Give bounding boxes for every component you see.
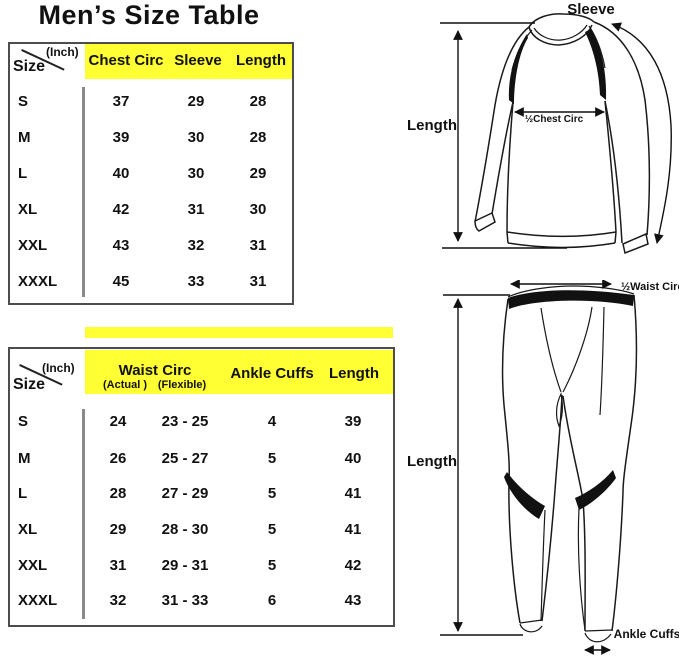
left-cuff	[474, 211, 496, 232]
shirt-table-divider	[82, 87, 85, 297]
length-cell: 41	[344, 485, 362, 502]
shirt-illustration	[440, 13, 672, 255]
pants-col-waist: Waist Circ	[118, 362, 192, 379]
length-cell: 31	[249, 237, 267, 254]
right-knee-accent	[575, 470, 616, 510]
waist-circ-label: ½Waist Circ	[621, 281, 679, 293]
waist-actual-cell: 28	[109, 485, 127, 502]
chest-cell: 39	[112, 129, 130, 146]
length-cell: 31	[249, 273, 267, 290]
right-shoulder-accent	[585, 29, 607, 100]
size-cell: M	[18, 450, 31, 467]
size-cell: XL	[18, 521, 38, 538]
ankle-cell: 4	[267, 413, 277, 430]
right-ankle-cuff	[584, 632, 612, 643]
sleeve-arrow	[611, 22, 672, 244]
waist-flexible-cell: 23 - 25	[161, 413, 209, 430]
shirt-col-length: Length	[236, 52, 286, 69]
pants-col-waist-flexible: (Flexible)	[157, 379, 207, 391]
length-cell: 40	[344, 450, 362, 467]
right-cuff	[622, 232, 649, 255]
length-cell: 39	[344, 413, 362, 430]
crotch-seam	[555, 392, 563, 428]
pants-size-corner-label: Size	[13, 376, 46, 393]
ankle-cell: 6	[267, 592, 277, 609]
chest-cell: 40	[112, 165, 130, 182]
size-cell: XL	[18, 201, 38, 218]
length-cell: 28	[249, 129, 267, 146]
waist-flexible-cell: 25 - 27	[161, 450, 209, 467]
pants-col-waist-actual: (Actual )	[103, 379, 147, 391]
shirt-size-corner-label: Size	[13, 58, 46, 75]
ankle-cuffs-label: Ankle Cuffs	[613, 627, 679, 641]
left-knee-accent	[504, 472, 545, 519]
pants-length-label: Length	[407, 453, 457, 470]
sleeve-cell: 32	[187, 237, 205, 254]
sleeve-cell: 30	[187, 165, 205, 182]
sleeve-cell: 30	[187, 129, 205, 146]
waist-flexible-cell: 31 - 33	[161, 592, 209, 609]
sleeve-label: Sleeve	[567, 1, 615, 18]
waistband	[508, 290, 634, 309]
pants-illustration	[440, 280, 638, 655]
pants-col-ankle: Ankle Cuffs	[230, 365, 314, 382]
waist-actual-cell: 26	[109, 450, 127, 467]
size-cell: XXXL	[18, 592, 58, 609]
length-cell: 28	[249, 93, 267, 110]
size-cell: M	[18, 129, 31, 146]
shirt-outline	[474, 13, 651, 255]
size-cell: S	[18, 93, 29, 110]
size-cell: XXL	[18, 237, 48, 254]
pants-size-table: (Inch) Size Waist Circ (Actual ) (Flexib…	[8, 347, 395, 627]
length-cell: 30	[249, 201, 267, 218]
size-cell: XXL	[18, 557, 48, 574]
ankle-cell: 5	[267, 521, 277, 538]
size-cell: XXXL	[18, 273, 58, 290]
ankle-cell: 5	[267, 485, 277, 502]
ankle-cell: 5	[267, 450, 277, 467]
left-shoulder-accent	[508, 34, 528, 104]
shirt-col-chest: Chest Circ	[88, 52, 164, 69]
pants-col-length: Length	[329, 365, 379, 382]
sleeve-cell: 31	[187, 201, 205, 218]
shirt-size-table: (Inch) Size Chest Circ Sleeve Length S 3…	[8, 42, 294, 305]
chest-cell: 42	[112, 201, 130, 218]
chest-circ-label: ½Chest Circ	[524, 114, 584, 125]
sleeve-cell: 33	[187, 273, 205, 290]
shirt-header-highlight	[85, 44, 292, 79]
ankle-cell: 5	[267, 557, 277, 574]
length-cell: 41	[344, 521, 362, 538]
waist-flexible-cell: 29 - 31	[161, 557, 209, 574]
shirt-dimension-arrows	[440, 22, 672, 249]
length-cell: 42	[344, 557, 362, 574]
size-cell: L	[18, 165, 28, 182]
chest-cell: 45	[112, 273, 130, 290]
waist-flexible-cell: 28 - 30	[161, 521, 209, 538]
length-cell: 29	[249, 165, 267, 182]
length-cell: 43	[344, 592, 362, 609]
waist-actual-cell: 32	[109, 592, 127, 609]
pants-unit-label: (Inch)	[42, 361, 75, 375]
waist-actual-cell: 31	[109, 557, 127, 574]
pants-dimension-arrows	[440, 280, 612, 655]
shirt-unit-label: (Inch)	[46, 45, 79, 59]
chest-cell: 43	[112, 237, 130, 254]
highlight-strip	[85, 327, 393, 338]
waist-flexible-cell: 27 - 29	[161, 485, 209, 502]
shirt-length-label: Length	[407, 117, 457, 134]
waist-actual-cell: 24	[109, 413, 127, 430]
left-ankle-cuff	[519, 623, 543, 633]
pants-header-highlight	[85, 350, 393, 394]
shirt-col-sleeve: Sleeve	[174, 52, 222, 69]
sleeve-cell: 29	[187, 93, 205, 110]
pants-outline	[501, 285, 638, 643]
size-cell: L	[18, 485, 28, 502]
size-cell: S	[18, 413, 29, 430]
page-title: Men’s Size Table	[38, 0, 260, 30]
chest-cell: 37	[112, 93, 130, 110]
waist-actual-cell: 29	[109, 521, 127, 538]
pants-table-divider	[82, 409, 85, 619]
collar	[528, 13, 595, 28]
